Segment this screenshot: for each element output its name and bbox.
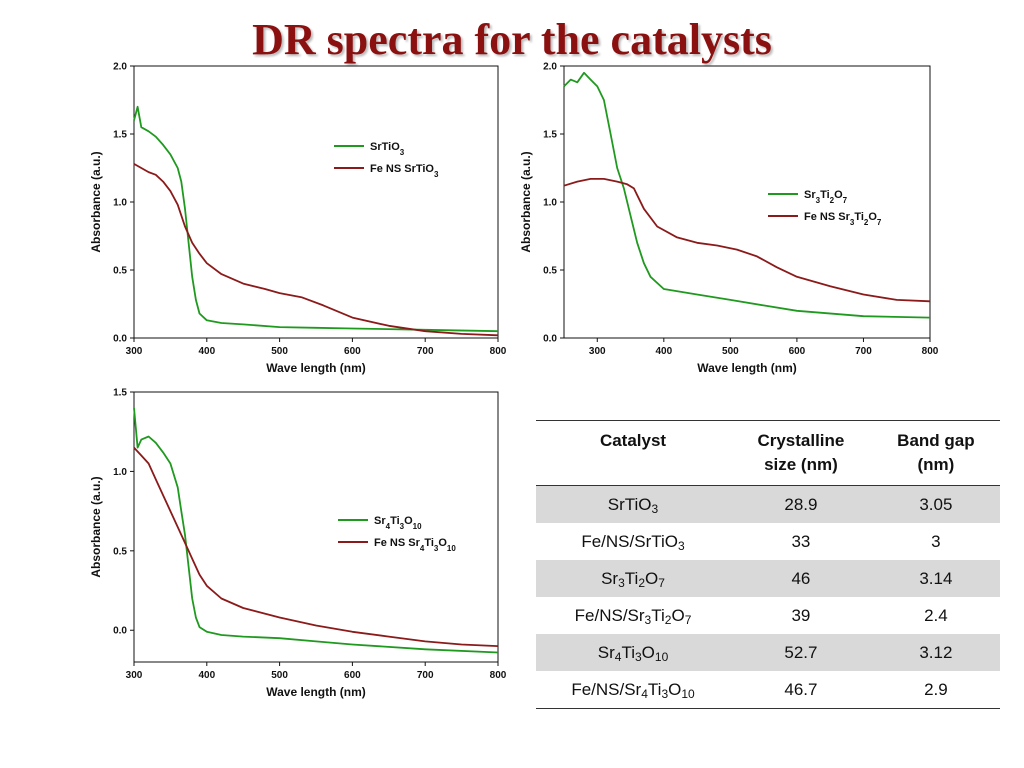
y-tick-label: 0.0: [113, 626, 127, 637]
x-tick-label: 800: [922, 346, 939, 357]
cell-crystalline-size: 46: [791, 568, 811, 588]
cell-catalyst: Fe/NS/Sr3Ti2O7: [574, 605, 692, 627]
chart-sr4ti3o10: 300 400 500 600 700 800 0.0 0.5 1.0 1.5 Wave lengt…: [89, 388, 507, 700]
cell-band-gap: 3: [931, 531, 941, 551]
catalyst-table: Catalyst Crystalline size (nm) Band gap (n…: [536, 420, 1000, 709]
table-row: Fe/NS/Sr4Ti3O10 46.7 2.9: [536, 671, 1000, 709]
x-tick-label: 400: [655, 346, 672, 357]
x-tick-label: 500: [722, 346, 739, 357]
x-tick-label: 300: [126, 670, 143, 681]
table-row: Fe/NS/Sr3Ti2O7 39 2.4: [536, 597, 1000, 634]
cell-band-gap: 3.05: [919, 494, 953, 514]
y-tick-label: 1.0: [543, 198, 557, 209]
x-axis-label: Wave length (nm): [266, 361, 366, 375]
x-tick-label: 600: [344, 346, 361, 357]
cell-band-gap: 2.4: [924, 605, 948, 625]
y-tick-label: 1.5: [113, 388, 127, 399]
cell-catalyst: Sr4Ti3O10: [597, 642, 669, 664]
series-line-0: [133, 105, 499, 333]
y-tick-label: 0.5: [113, 266, 127, 277]
cell-crystalline-size: 28.9: [784, 494, 818, 514]
y-tick-label: 0.5: [543, 266, 557, 277]
cell-band-gap: 2.9: [924, 679, 948, 699]
table-row: Sr4Ti3O10 52.7 3.12: [536, 634, 1000, 671]
y-tick-label: 1.0: [113, 198, 127, 209]
y-tick-label: 0.0: [543, 334, 557, 345]
table-row: Fe/NS/SrTiO3 33 3: [536, 523, 1000, 560]
x-tick-label: 700: [417, 346, 434, 357]
series-line-1: [133, 446, 499, 647]
y-tick-label: 2.0: [113, 62, 127, 73]
cell-crystalline-size: 52.7: [784, 642, 818, 662]
chart-sr3ti2o7: 300 400 500 600 700 800 0.0 0.5 1.0 1.5 2.0 Wave le…: [519, 62, 939, 376]
x-tick-label: 500: [271, 346, 288, 357]
cell-crystalline-size: 39: [791, 605, 811, 625]
cell-band-gap: 3.14: [919, 568, 953, 588]
legend-label-1: Fe NS SrTiO3: [370, 163, 439, 179]
x-tick-label: 800: [490, 670, 507, 681]
x-tick-label: 600: [344, 670, 361, 681]
y-tick-label: 1.0: [113, 467, 127, 478]
cell-catalyst: Fe/NS/Sr4Ti3O10: [571, 679, 695, 701]
table-body: SrTiO3 28.9 3.05 Fe/NS/SrTiO3 33 3 Sr3Ti2O7 46 3…: [536, 485, 1000, 709]
legend-label-1: Fe NS Sr3Ti2O7: [804, 211, 882, 227]
legend-label-0: Sr4Ti3O10: [374, 515, 422, 531]
x-axis-label: Wave length (nm): [266, 685, 366, 699]
chart-srtio3: 300 400 500 600 700 800 0.0 0.5 1.0 1.5 2.0 Wave le…: [89, 62, 507, 376]
series-line-1: [563, 178, 931, 303]
x-tick-label: 300: [589, 346, 606, 357]
legend-label-0: Sr3Ti2O7: [804, 189, 848, 205]
x-tick-label: 300: [126, 346, 143, 357]
series-line-0: [133, 407, 499, 654]
cell-crystalline-size: 33: [791, 531, 811, 551]
plot-frame: [133, 391, 499, 663]
cell-catalyst: Sr3Ti2O7: [601, 568, 665, 590]
series-line-1: [133, 163, 499, 337]
cell-band-gap: 3.12: [919, 642, 953, 662]
table-row: SrTiO3 28.9 3.05: [536, 485, 1000, 523]
table-row: Sr3Ti2O7 46 3.14: [536, 560, 1000, 597]
x-tick-label: 700: [855, 346, 872, 357]
x-axis-label: Wave length (nm): [697, 361, 797, 375]
y-tick-label: 0.5: [113, 546, 127, 557]
table-header-row: Catalyst Crystalline size (nm) Band gap (n…: [536, 420, 1000, 486]
legend-label-0: SrTiO3: [370, 141, 405, 157]
plot-frame: [133, 65, 499, 339]
x-tick-label: 600: [789, 346, 806, 357]
x-tick-label: 800: [490, 346, 507, 357]
series-line-0: [563, 71, 931, 319]
y-tick-label: 1.5: [543, 130, 557, 141]
y-axis-label: Absorbance (a.u.): [519, 151, 533, 252]
x-tick-label: 400: [198, 670, 215, 681]
y-tick-label: 0.0: [113, 334, 127, 345]
x-tick-label: 500: [271, 670, 288, 681]
header-crystalline-size: Crystalline size (nm): [757, 431, 845, 474]
y-axis-label: Absorbance (a.u.): [89, 151, 103, 252]
header-catalyst: Catalyst: [599, 431, 667, 450]
cell-catalyst: Fe/NS/SrTiO3: [581, 531, 685, 553]
cell-crystalline-size: 46.7: [784, 679, 818, 699]
legend-label-1: Fe NS Sr4Ti3O10: [374, 537, 456, 553]
y-axis-label: Absorbance (a.u.): [89, 476, 103, 577]
y-tick-label: 1.5: [113, 130, 127, 141]
y-tick-label: 2.0: [543, 62, 557, 73]
x-tick-label: 700: [417, 670, 434, 681]
cell-catalyst: SrTiO3: [607, 494, 659, 516]
page-title: DR spectra for the catalysts: [252, 15, 772, 64]
x-tick-label: 400: [198, 346, 215, 357]
header-band-gap: Band gap (nm): [897, 431, 975, 474]
